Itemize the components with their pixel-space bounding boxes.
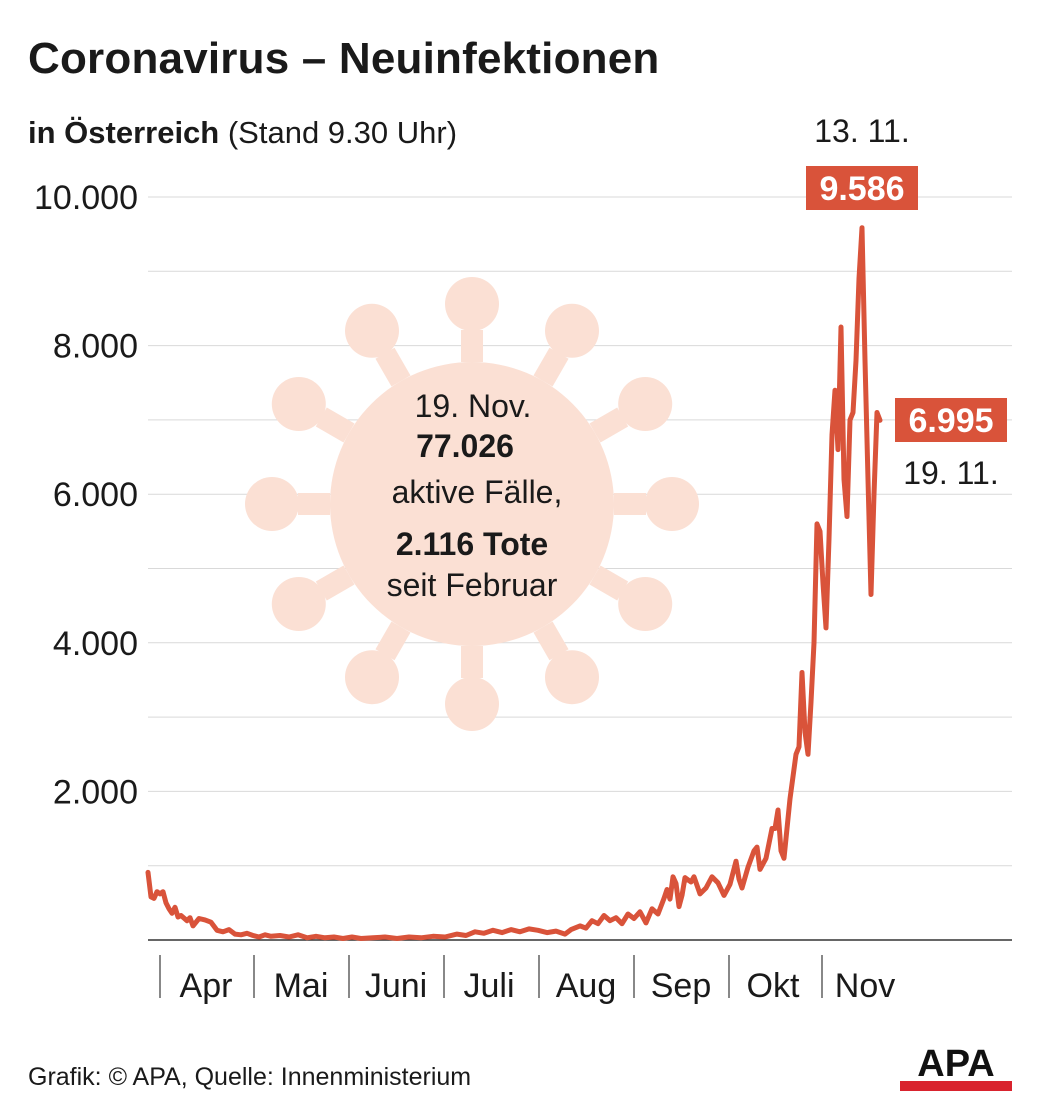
y-tick-label: 10.000 bbox=[34, 179, 138, 217]
y-tick-label: 4.000 bbox=[53, 625, 138, 663]
x-tick-label: Juli bbox=[463, 967, 514, 1005]
peak-annotation: 13. 11. 9.586 bbox=[806, 113, 918, 210]
virus-knob bbox=[545, 303, 599, 358]
x-tick-label: Sep bbox=[651, 967, 712, 1005]
virus-spike bbox=[375, 347, 411, 387]
logo-bar bbox=[900, 1081, 1012, 1091]
x-tick-label: Mai bbox=[274, 967, 329, 1005]
virus-knob bbox=[245, 477, 299, 531]
info-active-label: aktive Fälle, bbox=[392, 474, 563, 510]
subtitle-timestamp: (Stand 9.30 Uhr) bbox=[219, 115, 458, 150]
virus-body bbox=[330, 362, 614, 646]
logo-text: APA bbox=[917, 1043, 994, 1085]
line-chart: 2.000 4.000 6.000 8.000 10.000 19. Nov. 77.0… bbox=[34, 113, 1012, 1005]
peak-date-label: 13. 11. bbox=[814, 113, 909, 149]
virus-spike bbox=[589, 565, 629, 601]
last-date-label: 19. 11. bbox=[903, 455, 998, 491]
virus-knob bbox=[618, 377, 673, 431]
apa-logo: APA bbox=[900, 1043, 1012, 1091]
virus-knob bbox=[271, 377, 326, 431]
virus-knob bbox=[271, 577, 326, 631]
virus-spike bbox=[315, 565, 355, 601]
x-tick-label: Juni bbox=[365, 967, 427, 1005]
virus-knob bbox=[645, 477, 699, 531]
source-credit: Grafik: © APA, Quelle: Innenministerium bbox=[28, 1063, 472, 1091]
peak-value-label: 9.586 bbox=[819, 170, 904, 208]
y-tick-label: 2.000 bbox=[53, 773, 138, 811]
info-box: 19. Nov. 77.026 aktive Fälle, 2.116 Tote… bbox=[387, 388, 563, 603]
virus-spike bbox=[375, 621, 411, 661]
virus-spike bbox=[533, 621, 569, 661]
chart-title: Coronavirus – Neuinfektionen bbox=[28, 34, 660, 83]
peak-value-box bbox=[806, 166, 918, 210]
virus-icon bbox=[245, 277, 699, 731]
x-tick-label: Okt bbox=[747, 967, 800, 1005]
subtitle-location: in Österreich bbox=[28, 115, 220, 150]
series-line bbox=[145, 225, 883, 941]
series-layer bbox=[145, 225, 883, 941]
y-axis-ticks: 2.000 4.000 6.000 8.000 10.000 bbox=[34, 179, 138, 811]
y-tick-label: 8.000 bbox=[53, 328, 138, 366]
virus-knob bbox=[345, 303, 399, 358]
info-date: 19. Nov. bbox=[415, 388, 532, 424]
virus-knob bbox=[618, 577, 673, 631]
x-tick-label: Nov bbox=[835, 967, 895, 1005]
last-value-label: 6.995 bbox=[908, 402, 993, 440]
virus-knob bbox=[445, 677, 499, 731]
x-axis-months: Apr Mai Juni Juli Aug Sep Okt Nov bbox=[159, 955, 895, 1005]
chart-subtitle: in Österreich (Stand 9.30 Uhr) bbox=[28, 115, 457, 151]
virus-spike bbox=[589, 407, 629, 443]
virus-spike bbox=[315, 407, 355, 443]
virus-knob bbox=[345, 650, 399, 705]
info-deaths: 2.116 Tote bbox=[396, 526, 548, 562]
virus-spike bbox=[533, 347, 569, 387]
virus-knob bbox=[545, 650, 599, 705]
x-tick-label: Aug bbox=[556, 967, 617, 1005]
x-tick-label: Apr bbox=[180, 967, 233, 1005]
last-annotation: 6.995 19. 11. bbox=[895, 398, 1007, 491]
virus-knob bbox=[445, 277, 499, 331]
info-active-cases: 77.026 bbox=[416, 428, 514, 464]
last-value-box bbox=[895, 398, 1007, 442]
info-since: seit Februar bbox=[387, 567, 558, 603]
y-tick-label: 6.000 bbox=[53, 476, 138, 514]
